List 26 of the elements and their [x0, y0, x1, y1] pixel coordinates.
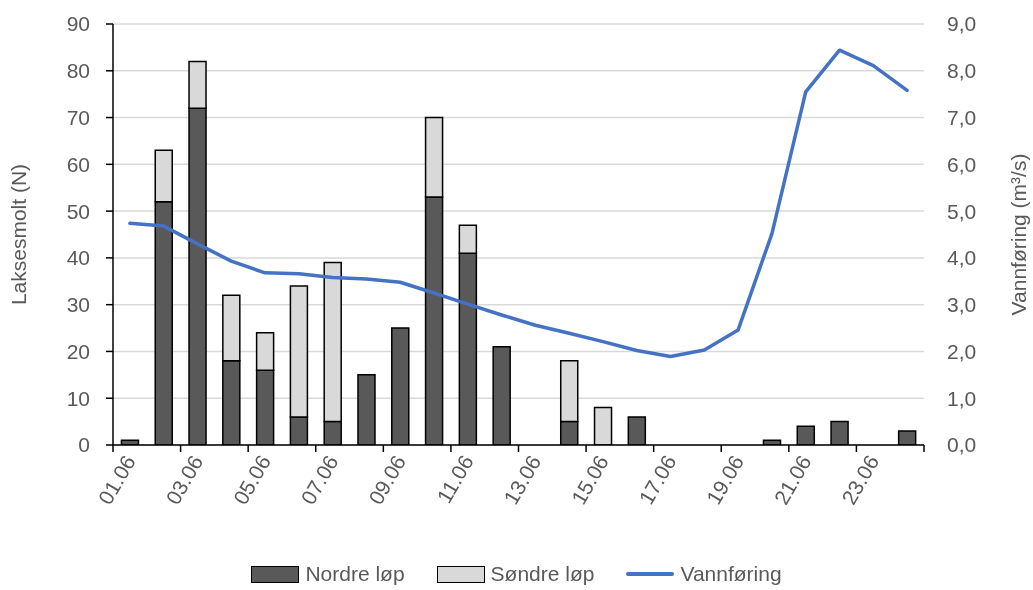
y2-tick-label: 8,0	[947, 59, 977, 83]
y-tick-label: 50	[66, 199, 90, 223]
y2-tick-label: 5,0	[947, 199, 977, 223]
y2-tick-label: 9,0	[947, 12, 977, 36]
legend-label: Vannføring	[680, 562, 782, 586]
line-series	[128, 48, 909, 359]
y2-tick-label: 4,0	[947, 246, 977, 270]
legend-label: Søndre løp	[490, 562, 595, 586]
legend-label: Nordre løp	[305, 562, 405, 586]
y-tick-label: 20	[66, 339, 90, 363]
y-tick-label: 30	[66, 293, 90, 317]
y2-tick-label: 2,0	[947, 339, 977, 363]
y2-tick-label: 7,0	[947, 106, 977, 130]
y2-tick-label: 0,0	[947, 433, 977, 457]
y-tick-label: 40	[66, 246, 90, 270]
y2-axis-title: Vannføring (m³/s)	[1006, 153, 1030, 316]
y2-tick-label: 3,0	[947, 293, 977, 317]
y-tick-label: 10	[66, 386, 90, 410]
y-tick-label: 70	[66, 106, 90, 130]
y-axis-title: Laksesmolt (N)	[6, 163, 30, 306]
y-tick-label: 90	[66, 12, 90, 36]
y2-tick-label: 1,0	[947, 386, 977, 410]
y-tick-label: 80	[66, 59, 90, 83]
y-tick-label: 60	[66, 152, 90, 176]
y-tick-label: 0	[78, 433, 90, 457]
y2-tick-label: 6,0	[947, 152, 977, 176]
